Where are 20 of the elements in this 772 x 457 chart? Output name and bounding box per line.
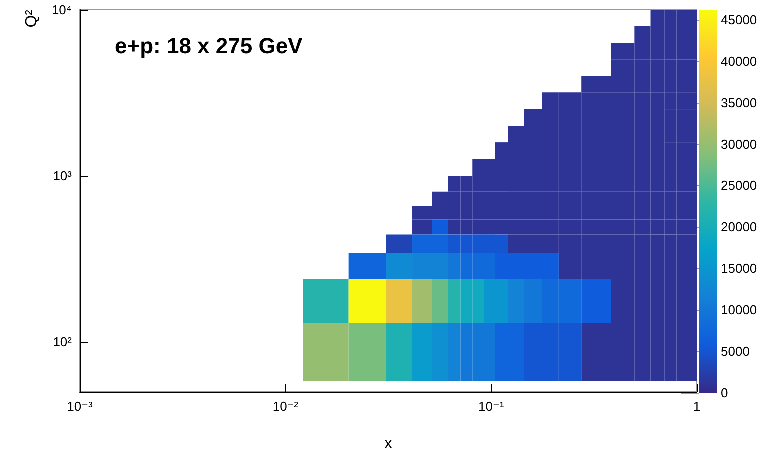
color-bar-label: 20000 (721, 220, 758, 235)
x-axis-title: x (384, 436, 392, 452)
x-tick-label: 10⁻³ (67, 399, 94, 414)
y-tick-label: 10⁴ (52, 2, 72, 18)
color-bar-label: 45000 (721, 12, 758, 28)
x-tick-label: 10⁻¹ (478, 399, 505, 414)
y-tick-label: 10² (53, 334, 73, 350)
color-bar-label: 25000 (721, 178, 758, 194)
color-bar-label: 5000 (721, 344, 750, 360)
color-bar-label: 35000 (721, 95, 758, 110)
color-bar-label: 0 (721, 386, 728, 400)
y-axis-title: Q² (24, 9, 40, 28)
color-bar-label: 10000 (721, 302, 758, 318)
x-tick-label: 1 (693, 399, 701, 414)
y-tick-label: 10³ (53, 168, 73, 184)
color-bar-label: 15000 (721, 261, 758, 276)
color-bar-label: 40000 (721, 54, 758, 69)
text: e+p: 18 x 275 GeV (115, 34, 304, 58)
color-bar-label: 30000 (721, 136, 758, 152)
x-tick-label: 10⁻² (272, 399, 300, 414)
